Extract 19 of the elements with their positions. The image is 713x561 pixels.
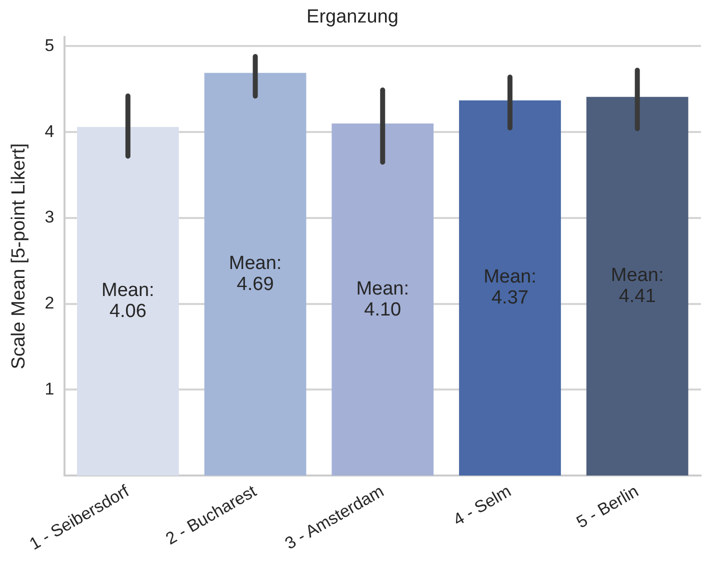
bar (332, 124, 434, 476)
bar (586, 96, 688, 476)
y-tick-label: 5 (44, 36, 54, 55)
data-label: Mean: 4.37 (484, 266, 536, 309)
data-label: Mean: 4.06 (102, 280, 154, 322)
bar (204, 72, 306, 476)
y-tick-label: 2 (44, 294, 54, 313)
y-axis-title: Scale Mean [5-point Likert] (8, 143, 30, 370)
data-label: Mean: 4.41 (610, 264, 664, 307)
data-label: Mean: 4.10 (356, 278, 410, 320)
y-tick-label: 3 (44, 208, 54, 227)
bar (76, 126, 179, 476)
y-tick-label: 1 (44, 379, 54, 398)
chart-title: Erganzung (306, 6, 398, 28)
x-tick-label: 4 - Selm (450, 481, 514, 530)
x-tick-label: 5 - Berlin (573, 481, 642, 532)
data-label: Mean: 4.69 (228, 252, 282, 295)
bar (459, 100, 561, 476)
y-tick-label: 4 (44, 122, 54, 141)
